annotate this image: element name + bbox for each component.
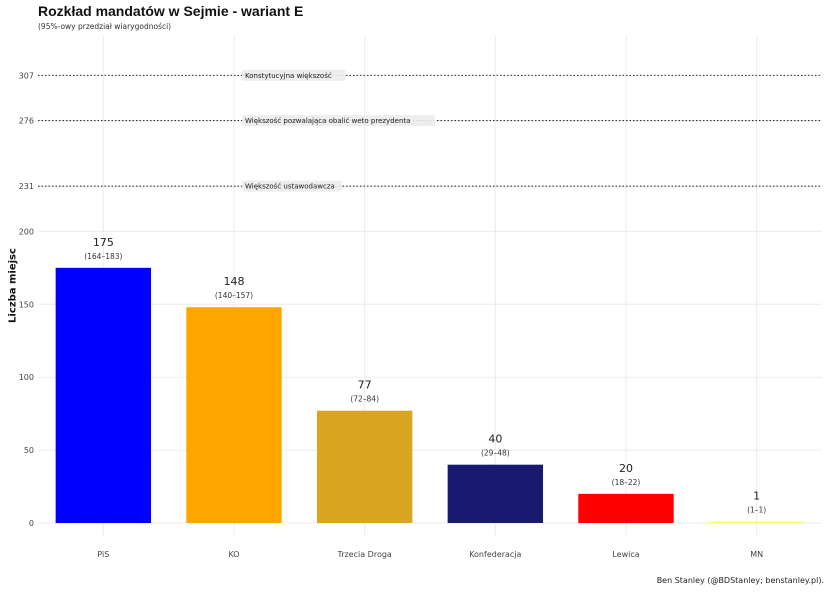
bar-interval-label: (1–1) [747, 506, 766, 515]
bar-interval-label: (164–183) [84, 252, 122, 261]
x-tick-label: Trzecia Droga [336, 550, 391, 559]
y-tick-label: 307 [19, 71, 34, 80]
bar [186, 307, 282, 523]
bar [578, 493, 674, 523]
bar-interval-label: (29–48) [481, 449, 510, 458]
x-tick-label: KO [228, 550, 239, 559]
bar-value-label: 148 [224, 275, 245, 288]
reference-line-label: Konstytucyjna większość [245, 72, 332, 80]
chart-title: Rozkład mandatów w Sejmie - wariant E [38, 3, 304, 19]
y-tick-label: 231 [19, 182, 34, 191]
reference-line-label-background [242, 115, 435, 127]
chart-caption: Ben Stanley (@BDStanley; benstanley.pl). [656, 576, 824, 585]
y-tick-label: 200 [19, 227, 34, 236]
reference-line-label: Większość pozwalająca obalić weto prezyd… [245, 117, 410, 125]
bar-value-label: 40 [488, 433, 502, 446]
bar-value-label: 1 [753, 490, 760, 503]
y-tick-label: 50 [24, 446, 34, 455]
bar [55, 267, 152, 523]
y-tick-label: 100 [19, 373, 34, 382]
y-tick-label: 150 [19, 300, 34, 309]
chart-subtitle: (95%-owy przedział wiarygodności) [38, 22, 172, 31]
bar [447, 464, 544, 523]
reference-line-label-background [242, 69, 346, 81]
bar-interval-label: (140–157) [215, 291, 253, 300]
bar-interval-label: (18–22) [612, 478, 641, 487]
x-tick-label: Lewica [612, 550, 639, 559]
bar [708, 521, 805, 523]
bar-value-label: 77 [358, 379, 372, 392]
reference-line-label-background [242, 180, 342, 192]
y-tick-label: 276 [19, 117, 34, 126]
bar-value-label: 175 [93, 236, 114, 249]
x-tick-label: Konfederacja [469, 550, 521, 559]
bar-value-label: 20 [619, 462, 633, 475]
x-tick-label: MN [750, 550, 763, 559]
x-tick-label: PiS [97, 550, 109, 559]
reference-line-label: Większość ustawodawcza [245, 183, 335, 191]
bar [316, 410, 413, 523]
y-tick-label: 0 [29, 519, 34, 528]
panel-background [38, 36, 822, 537]
bar-interval-label: (72–84) [350, 395, 379, 404]
